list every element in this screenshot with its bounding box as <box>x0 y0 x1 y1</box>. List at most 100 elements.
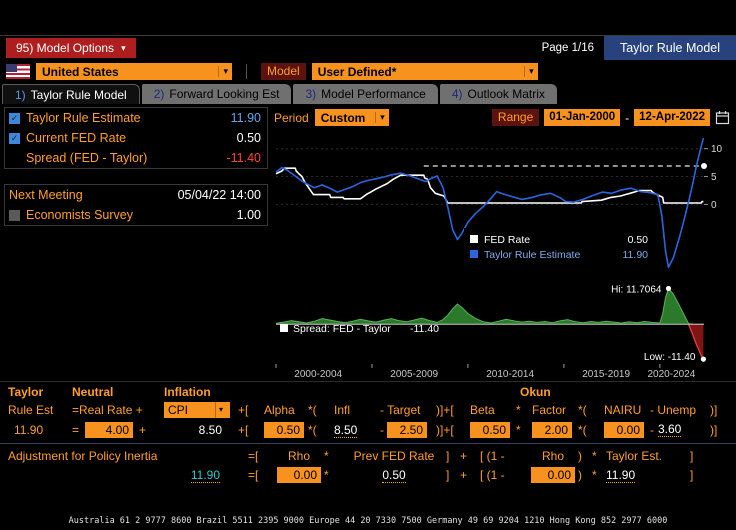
tab-number: 2) <box>153 87 165 101</box>
footer-contact-line1: Australia 61 2 9777 8600 Brazil 5511 239… <box>68 516 668 526</box>
tab-outlook-matrix[interactable]: 4) Outlook Matrix <box>439 84 557 104</box>
svg-text:2010-2014: 2010-2014 <box>486 369 534 380</box>
model-dropdown[interactable]: User Defined* ▾ <box>311 63 538 80</box>
operator: * <box>592 448 597 463</box>
svg-text:11.90: 11.90 <box>623 249 649 261</box>
bracket: [ (1 - <box>480 467 505 482</box>
nairu-label: NAIRU <box>604 402 642 417</box>
svg-text:2005-2009: 2005-2009 <box>390 369 438 380</box>
current-fed-rate-checkbox[interactable]: ✓ <box>9 132 20 144</box>
nairu-input[interactable]: 0.00 <box>604 421 644 438</box>
current-fed-rate-label: Current FED Rate <box>26 131 127 145</box>
next-meeting-row: Next Meeting 05/04/22 14:00 <box>5 185 267 205</box>
inertia-values-row: 11.90 =[ 0.00 * 0.50 ] + [ (1 - 0.00 ) *… <box>8 465 736 484</box>
alpha-label: Alpha <box>264 402 295 417</box>
toolbar: United States ▾ Model User Defined* ▾ <box>0 60 736 83</box>
model-options-menu-button[interactable]: 95) Model Options ▾ <box>6 38 136 58</box>
period-dropdown[interactable]: Custom ▾ <box>314 109 389 126</box>
tab-label: Model Performance <box>321 87 426 101</box>
menu-bar: 95) Model Options ▾ Page 1/16 Taylor Rul… <box>0 36 736 60</box>
range-start-date-field[interactable]: 01-Jan-2000 <box>544 109 621 126</box>
top-strip <box>0 0 736 36</box>
bracket: ] <box>690 448 694 463</box>
svg-text:2000-2004: 2000-2004 <box>294 369 342 380</box>
taylor-estimate-checkbox[interactable]: ✓ <box>9 112 20 124</box>
inertia-labels-row: Adjustment for Policy Inertia =[ Rho * P… <box>8 446 736 465</box>
rho2-input[interactable]: 0.00 <box>531 466 575 483</box>
tab-label: Taylor Rule Model <box>30 87 127 102</box>
bracket: ] <box>446 467 450 482</box>
next-meeting-value: 05/04/22 14:00 <box>177 188 261 202</box>
svg-text:2015-2019: 2015-2019 <box>582 369 630 380</box>
page-indicator: Page 1/16 <box>541 42 594 54</box>
terminal-footer: Australia 61 2 9777 8600 Brazil 5511 239… <box>0 488 736 530</box>
operator: * <box>592 467 597 482</box>
operator: *( <box>308 422 317 437</box>
rho-input[interactable]: 0.00 <box>277 466 321 483</box>
economists-survey-label: Economists Survey <box>26 208 133 222</box>
svg-text:5: 5 <box>711 172 717 183</box>
operator: *( <box>578 422 587 437</box>
svg-text:Taylor Rule Estimate: Taylor Rule Estimate <box>484 249 580 261</box>
bracket: +[ <box>238 402 249 417</box>
left-panel: ✓ Taylor Rule Estimate 11.90 ✓ Current F… <box>0 104 272 381</box>
rule-est-label: Rule Est <box>8 402 54 417</box>
alpha-input[interactable]: 0.50 <box>264 421 304 438</box>
operator: *( <box>308 402 317 417</box>
inertia-result-value: 11.90 <box>190 467 220 483</box>
cpi-dropdown[interactable]: CPI ▾ <box>164 401 230 418</box>
range-end-date-field[interactable]: 12-Apr-2022 <box>634 109 710 126</box>
bracket: ) <box>578 448 582 463</box>
operator: * <box>516 402 521 417</box>
operator: * <box>324 467 329 482</box>
rates-group: ✓ Taylor Rule Estimate 11.90 ✓ Current F… <box>4 107 268 169</box>
bracket: [ (1 - <box>480 448 505 463</box>
country-dropdown[interactable]: United States ▾ <box>36 63 232 80</box>
current-fed-rate-value: 0.50 <box>236 131 261 145</box>
infl-label: Infl <box>334 402 351 417</box>
calendar-icon[interactable] <box>715 110 730 125</box>
operator: + <box>460 448 468 463</box>
formula-section: Taylor Neutral Inflation Okun Rule Est =… <box>0 381 736 484</box>
prev-fed-rate-label: Prev FED Rate <box>353 448 435 463</box>
tab-number: 3) <box>305 87 317 101</box>
infl-value: 8.50 <box>334 422 358 438</box>
model-options-label: 95) Model Options <box>16 41 115 55</box>
chart-controls: Period Custom ▾ Range 01-Jan-2000 - 12-A… <box>272 104 736 128</box>
real-rate-input[interactable]: 4.00 <box>85 421 134 438</box>
taylor-result-value: 11.90 <box>14 422 44 437</box>
taylor-estimate-label: Taylor Rule Estimate <box>26 111 141 125</box>
svg-text:10: 10 <box>711 144 723 155</box>
period-value: Custom <box>320 110 366 125</box>
economists-survey-checkbox[interactable] <box>9 209 20 221</box>
factor-input[interactable]: 2.00 <box>532 421 572 438</box>
chevron-down-icon: ▾ <box>214 401 226 418</box>
bracket: )] <box>710 422 718 437</box>
rho-label: Rho <box>287 448 310 463</box>
bracket: )]+[ <box>436 422 454 437</box>
target-input[interactable]: 2.50 <box>387 421 427 438</box>
range-separator: - <box>625 110 630 125</box>
svg-text:Hi: 11.7064: Hi: 11.7064 <box>611 284 662 295</box>
bracket: ] <box>690 467 694 482</box>
chevron-down-icon: ▾ <box>218 66 232 77</box>
tab-forward-looking-est[interactable]: 2) Forward Looking Est <box>141 84 292 104</box>
header-neutral: Neutral <box>72 385 114 399</box>
chevron-down-icon: ▾ <box>375 112 389 123</box>
formula-values-row: 11.90 = 4.00 + 8.50 +[ 0.50 *( 8.50 - 2.… <box>8 419 736 440</box>
taylor-rule-chart[interactable]: 10 5 0 FED Rate 0.50 Taylor Rule Estimate 11.9… <box>272 128 732 380</box>
operator: = <box>72 422 80 437</box>
taylor-estimate-value: 11.90 <box>230 111 261 125</box>
spread-label: Spread (FED - Taylor) <box>26 151 148 165</box>
tab-taylor-rule-model[interactable]: 1) Taylor Rule Model <box>2 84 140 104</box>
economists-survey-row: Economists Survey 1.00 <box>5 205 267 225</box>
tab-bar: 1) Taylor Rule Model 2) Forward Looking … <box>0 83 736 104</box>
taylor-estimate-row: ✓ Taylor Rule Estimate 11.90 <box>5 108 267 128</box>
cpi-dropdown-value: CPI <box>168 402 189 417</box>
model-field-label: Model <box>261 63 306 80</box>
beta-label: Beta <box>470 402 495 417</box>
current-fed-rate-row: ✓ Current FED Rate 0.50 <box>5 128 267 148</box>
main-content: ✓ Taylor Rule Estimate 11.90 ✓ Current F… <box>0 104 736 381</box>
beta-input[interactable]: 0.50 <box>470 421 510 438</box>
tab-model-performance[interactable]: 3) Model Performance <box>293 84 438 104</box>
